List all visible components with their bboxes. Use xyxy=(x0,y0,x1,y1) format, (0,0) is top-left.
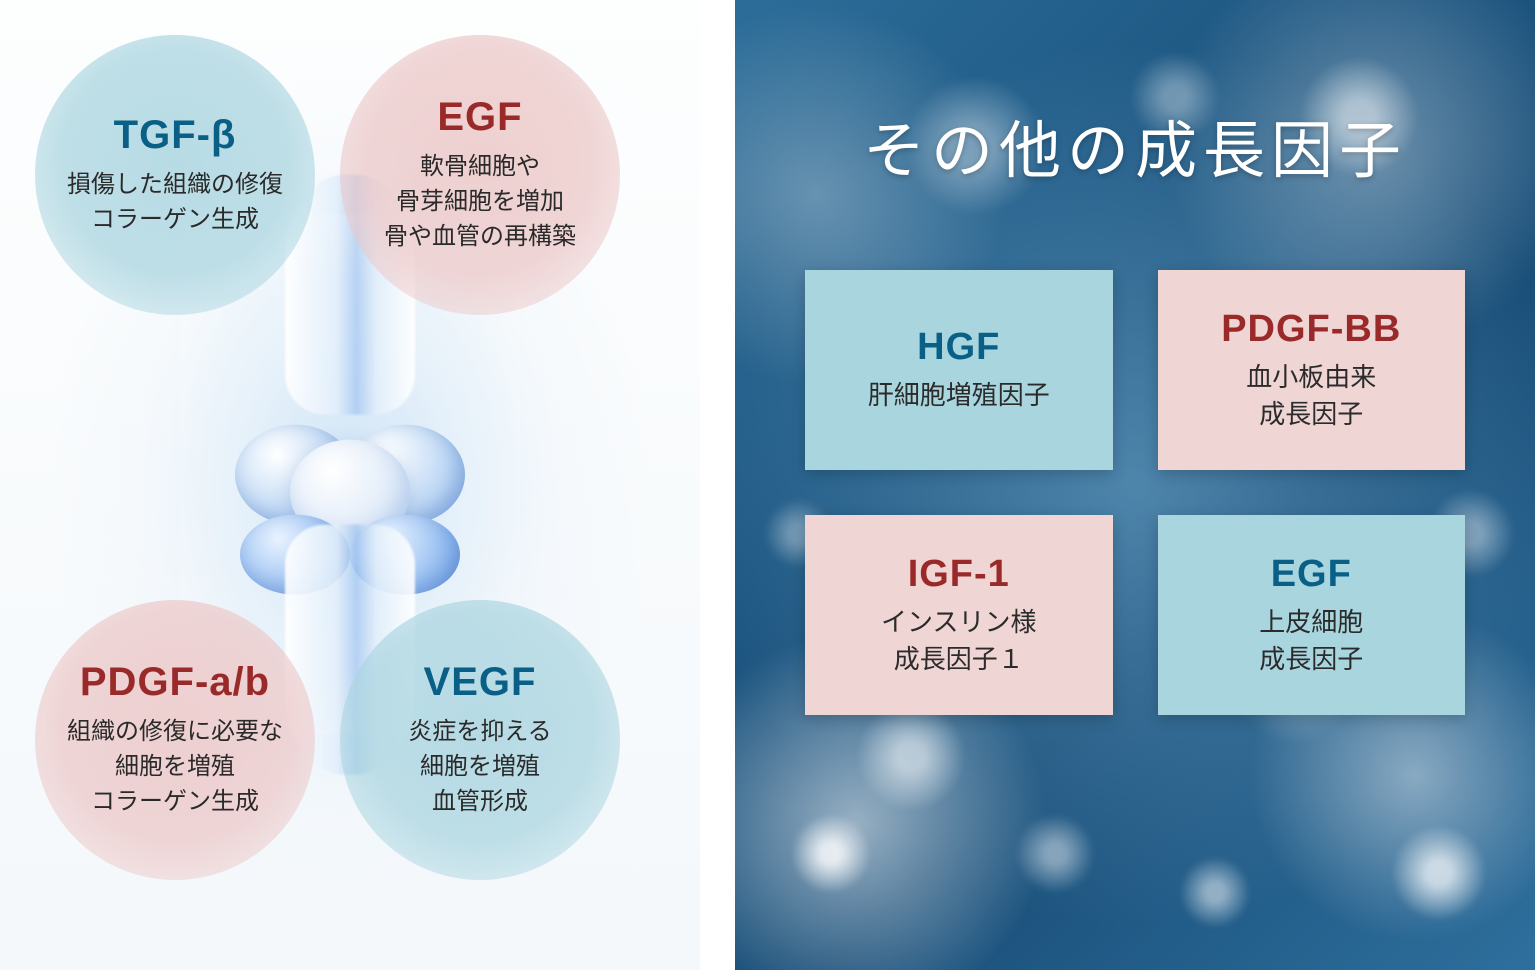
gf-title: VEGF xyxy=(424,660,537,705)
gf-title: PDGF-a/b xyxy=(80,660,270,705)
card-grid: HGF 肝細胞増殖因子 PDGF-BB 血小板由来 成長因子 IGF-1 インス… xyxy=(805,270,1465,715)
panel-gap xyxy=(700,0,735,970)
card-title: PDGF-BB xyxy=(1221,308,1401,351)
card-desc: 肝細胞増殖因子 xyxy=(868,377,1050,413)
card-hgf: HGF 肝細胞増殖因子 xyxy=(805,270,1113,470)
gf-circle-tgf-beta: TGF-β 損傷した組織の修復 コラーゲン生成 xyxy=(35,35,315,315)
card-desc: 上皮細胞 成長因子 xyxy=(1259,604,1363,677)
card-title: IGF-1 xyxy=(908,553,1010,596)
card-desc: インスリン様 成長因子１ xyxy=(881,604,1036,677)
card-title: EGF xyxy=(1271,553,1352,596)
card-desc: 血小板由来 成長因子 xyxy=(1246,359,1376,432)
card-title: HGF xyxy=(917,326,1000,369)
gf-circle-egf: EGF 軟骨細胞や 骨芽細胞を増加 骨や血管の再構築 xyxy=(340,35,620,315)
right-panel: その他の成長因子 HGF 肝細胞増殖因子 PDGF-BB 血小板由来 成長因子 … xyxy=(735,0,1535,970)
card-pdgf-bb: PDGF-BB 血小板由来 成長因子 xyxy=(1158,270,1466,470)
card-igf-1: IGF-1 インスリン様 成長因子１ xyxy=(805,515,1113,715)
gf-circle-vegf: VEGF 炎症を抑える 細胞を増殖 血管形成 xyxy=(340,600,620,880)
card-egf: EGF 上皮細胞 成長因子 xyxy=(1158,515,1466,715)
gf-desc: 軟骨細胞や 骨芽細胞を増加 骨や血管の再構築 xyxy=(384,150,576,254)
gf-desc: 損傷した組織の修復 コラーゲン生成 xyxy=(67,168,283,238)
gf-desc: 組織の修復に必要な 細胞を増殖 コラーゲン生成 xyxy=(67,715,283,819)
gf-desc: 炎症を抑える 細胞を増殖 血管形成 xyxy=(408,715,551,819)
left-panel: TGF-β 損傷した組織の修復 コラーゲン生成 EGF 軟骨細胞や 骨芽細胞を増… xyxy=(0,0,700,970)
right-panel-title: その他の成長因子 xyxy=(805,100,1465,190)
gf-title: EGF xyxy=(437,95,522,140)
gf-title: TGF-β xyxy=(114,113,237,158)
gf-circle-pdgf-ab: PDGF-a/b 組織の修復に必要な 細胞を増殖 コラーゲン生成 xyxy=(35,600,315,880)
